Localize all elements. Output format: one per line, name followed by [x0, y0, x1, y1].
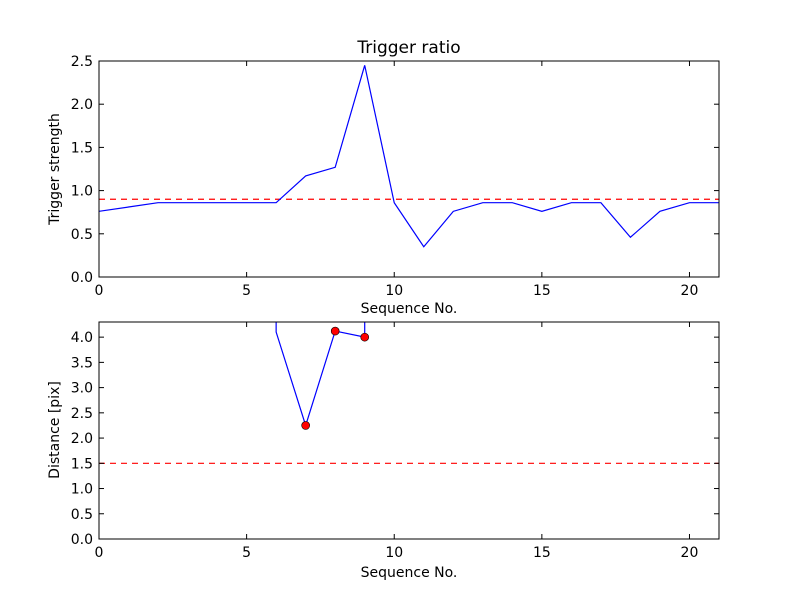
- distance-chart: 0 5 10 15 20 0.0 0.5 1.0 1.5 2.0 2.5 3.0 3.5 4.0 Sequ…: [47, 321, 720, 581]
- y-tick-label: 3.5: [71, 355, 93, 371]
- y-tick-label: 0.0: [71, 270, 93, 286]
- x-tick-label: 15: [533, 283, 551, 299]
- x-tick-label: 20: [681, 283, 699, 299]
- x-tick-label: 5: [242, 283, 251, 299]
- markers: [301, 326, 370, 430]
- y-axis-title: Distance [pix]: [47, 381, 63, 479]
- x-tick-label: 0: [95, 545, 104, 561]
- axes-frame: [98, 321, 720, 540]
- data-point-marker: [360, 332, 370, 342]
- y-tick-label: 1.5: [71, 140, 93, 156]
- x-axis-title: Sequence No.: [361, 565, 458, 581]
- y-axis-title: Trigger strength: [47, 113, 63, 226]
- x-tick-label: 5: [242, 545, 251, 561]
- y-tick-label: 0.0: [71, 532, 93, 548]
- y-tick-label: 2.5: [71, 54, 93, 70]
- trigger-ratio-chart: Trigger ratio 0 5 10 15 20 0.0 0.5 1.0 1.5 2.0 2.5…: [47, 38, 720, 317]
- x-tick-label: 15: [533, 545, 551, 561]
- x-tick-label: 10: [385, 545, 403, 561]
- y-tick-label: 1.0: [71, 184, 93, 200]
- y-tick-label: 2.0: [71, 431, 93, 447]
- y-tick-label: 0.5: [71, 227, 93, 243]
- y-tick-label: 3.0: [71, 381, 93, 397]
- x-tick-label: 20: [681, 545, 699, 561]
- data-point-marker: [330, 326, 340, 336]
- y-tick-label: 1.5: [71, 456, 93, 472]
- x-tick-label: 10: [385, 283, 403, 299]
- y-tick-label: 4.0: [71, 330, 93, 346]
- axes-frame: [98, 60, 720, 278]
- y-tick-label: 0.5: [71, 507, 93, 523]
- ticks: 0 5 10 15 20 0.0 0.5 1.0 1.5 2.0 2.5: [71, 54, 719, 299]
- y-tick-label: 2.5: [71, 406, 93, 422]
- y-tick-label: 1.0: [71, 482, 93, 498]
- data-point-marker: [301, 421, 310, 430]
- plot-area: [99, 65, 719, 248]
- y-tick-label: 2.0: [71, 97, 93, 113]
- x-tick-label: 0: [95, 283, 104, 299]
- series-line: [99, 65, 719, 248]
- x-axis-title: Sequence No.: [361, 301, 458, 317]
- ticks: 0 5 10 15 20 0.0 0.5 1.0 1.5 2.0 2.5 3.0 3.5 4.0: [71, 322, 719, 561]
- chart-title: Trigger ratio: [356, 38, 460, 58]
